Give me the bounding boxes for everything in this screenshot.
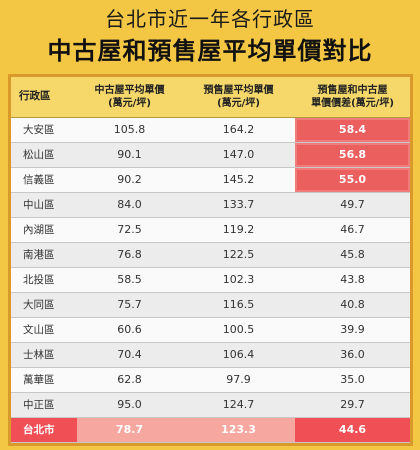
table-row: 北投區 58.5 102.3 43.8 [11,267,410,293]
price-diff-cell: 45.8 [295,242,410,268]
header-price-diff-line-1: 預售屋和中古屋 [317,84,388,96]
price-diff-cell: 46.7 [295,217,410,243]
used-price-cell: 75.7 [77,292,182,318]
district-cell: 士林區 [11,342,77,368]
used-price-cell: 62.8 [77,367,182,393]
district-cell: 萬華區 [11,367,77,393]
header-price-diff: 預售屋和中古屋 單價價差(萬元/坪) [295,77,410,118]
price-diff-cell: 55.0 [295,167,410,193]
presale-price-cell: 164.2 [182,117,295,143]
district-cell: 文山區 [11,317,77,343]
header-presale-price-label: 預售屋平均單價 [203,84,274,96]
price-diff-cell: 35.0 [295,367,410,393]
price-table-frame: 行政區 中古屋平均單價 (萬元/坪) 預售屋平均單價 (萬元/坪) 預售屋和中古… [8,74,413,446]
district-cell: 中山區 [11,192,77,218]
table-row: 南港區 76.8 122.5 45.8 [11,242,410,268]
used-price-cell: 90.2 [77,167,182,193]
price-diff-cell: 36.0 [295,342,410,368]
presale-price-cell: 124.7 [182,392,295,418]
district-cell: 中正區 [11,392,77,418]
price-diff-cell: 40.8 [295,292,410,318]
price-diff-cell: 39.9 [295,317,410,343]
district-cell: 松山區 [11,142,77,168]
table-row: 大同區 75.7 116.5 40.8 [11,292,410,318]
presale-price-cell: 147.0 [182,142,295,168]
table-row: 信義區 90.2 145.2 55.0 [11,167,410,193]
header-district: 行政區 [11,77,77,118]
total-row: 台北市 78.7 123.3 44.6 [11,417,410,443]
presale-price-cell: 106.4 [182,342,295,368]
used-price-cell: 70.4 [77,342,182,368]
title-line-1: 台北市近一年各行政區 [105,7,315,31]
presale-price-cell: 133.7 [182,192,295,218]
total-presale-price-cell: 123.3 [182,417,295,443]
price-comparison-table: 行政區 中古屋平均單價 (萬元/坪) 預售屋平均單價 (萬元/坪) 預售屋和中古… [11,77,410,443]
price-diff-cell: 58.4 [295,117,410,143]
presale-price-cell: 119.2 [182,217,295,243]
table-row: 萬華區 62.8 97.9 35.0 [11,367,410,393]
table-row: 中山區 84.0 133.7 49.7 [11,192,410,218]
table-row: 士林區 70.4 106.4 36.0 [11,342,410,368]
title-line-2: 中古屋和預售屋平均單價對比 [47,37,373,65]
total-district-cell: 台北市 [11,417,77,443]
district-cell: 南港區 [11,242,77,268]
district-cell: 大安區 [11,117,77,143]
header-price-diff-line-2: 單價價差(萬元/坪) [311,97,394,109]
used-price-cell: 76.8 [77,242,182,268]
total-used-price-cell: 78.7 [77,417,182,443]
table-row: 大安區 105.8 164.2 58.4 [11,117,410,143]
table-row: 松山區 90.1 147.0 56.8 [11,142,410,168]
used-price-cell: 95.0 [77,392,182,418]
table-row: 中正區 95.0 124.7 29.7 [11,392,410,418]
district-cell: 內湖區 [11,217,77,243]
presale-price-cell: 102.3 [182,267,295,293]
presale-price-cell: 97.9 [182,367,295,393]
title-block: 台北市近一年各行政區 中古屋和預售屋平均單價對比 [0,0,420,72]
used-price-cell: 105.8 [77,117,182,143]
price-diff-cell: 56.8 [295,142,410,168]
header-used-price: 中古屋平均單價 (萬元/坪) [77,77,182,118]
price-diff-cell: 43.8 [295,267,410,293]
header-used-price-unit: (萬元/坪) [108,97,151,109]
header-presale-price-unit: (萬元/坪) [217,97,260,109]
table-row: 文山區 60.6 100.5 39.9 [11,317,410,343]
district-cell: 北投區 [11,267,77,293]
presale-price-cell: 122.5 [182,242,295,268]
used-price-cell: 84.0 [77,192,182,218]
used-price-cell: 90.1 [77,142,182,168]
total-price-diff-cell: 44.6 [295,417,410,443]
used-price-cell: 58.5 [77,267,182,293]
header-used-price-label: 中古屋平均單價 [94,84,165,96]
district-cell: 大同區 [11,292,77,318]
presale-price-cell: 116.5 [182,292,295,318]
price-diff-cell: 29.7 [295,392,410,418]
presale-price-cell: 100.5 [182,317,295,343]
presale-price-cell: 145.2 [182,167,295,193]
district-cell: 信義區 [11,167,77,193]
table-header-row: 行政區 中古屋平均單價 (萬元/坪) 預售屋平均單價 (萬元/坪) 預售屋和中古… [11,77,410,118]
price-diff-cell: 49.7 [295,192,410,218]
used-price-cell: 60.6 [77,317,182,343]
table-row: 內湖區 72.5 119.2 46.7 [11,217,410,243]
header-presale-price: 預售屋平均單價 (萬元/坪) [182,77,295,118]
used-price-cell: 72.5 [77,217,182,243]
